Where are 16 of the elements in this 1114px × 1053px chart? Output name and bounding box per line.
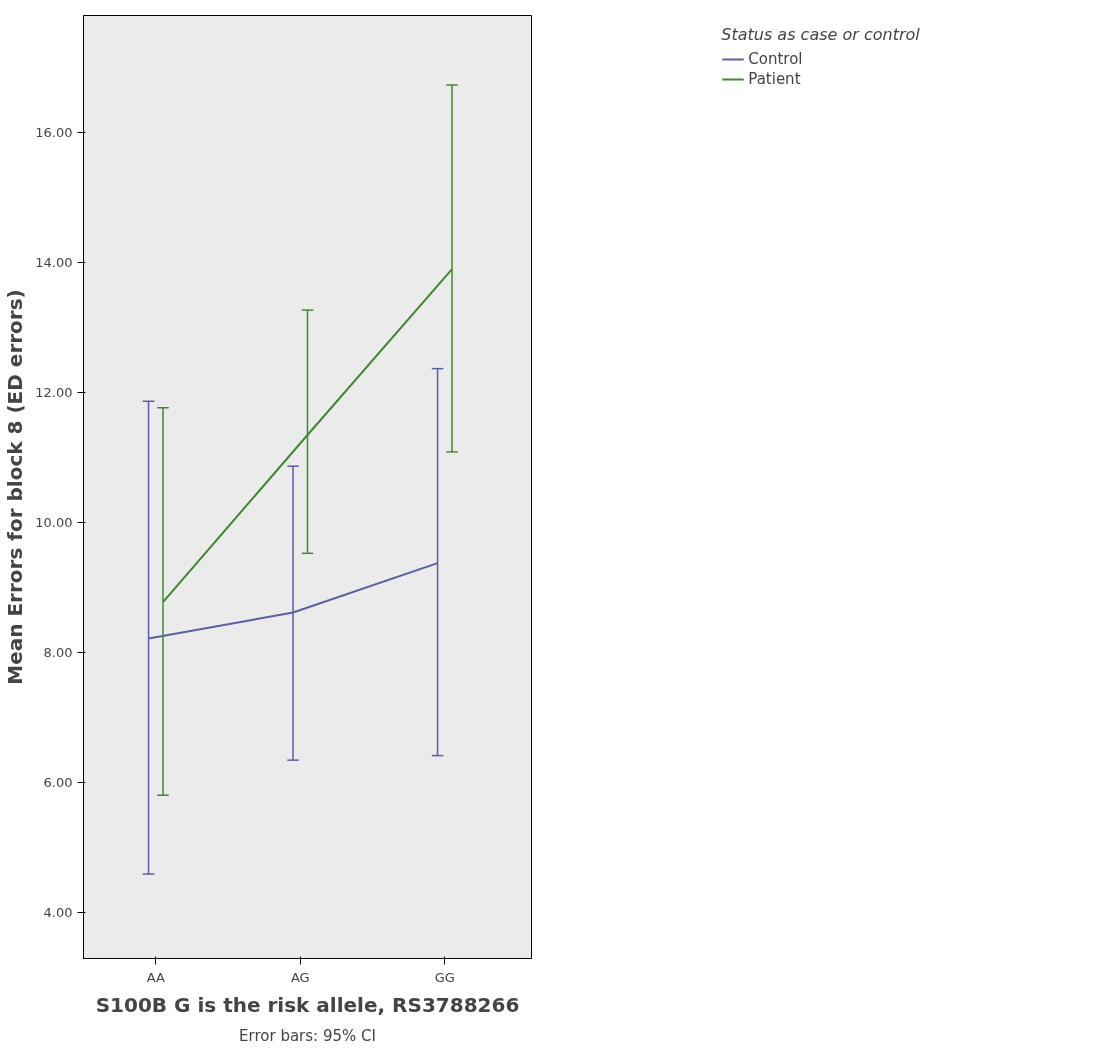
x-axis-title: S100B G is the risk allele, RS3788266 — [95, 992, 520, 1017]
legend-label: Control — [748, 50, 803, 68]
y-tick-label: 14.00 — [35, 255, 73, 271]
legend-title: Status as case or control — [721, 25, 920, 44]
x-tick-label: AA — [146, 969, 165, 985]
x-tick-label: AG — [290, 969, 310, 985]
x-tick-label: GG — [434, 969, 455, 985]
y-tick-label: 12.00 — [35, 385, 73, 401]
y-tick-label: 6.00 — [43, 775, 73, 791]
y-tick-label: 10.00 — [35, 515, 73, 531]
text: Error bars: 95% CI — [239, 1026, 376, 1045]
y-tick-label: 8.00 — [43, 645, 73, 661]
legend-label: Patient — [748, 70, 801, 88]
y-axis-title: Mean Errors for block 8 (ED errors) — [3, 289, 28, 685]
y-tick-label: 4.00 — [43, 905, 73, 921]
y-tick-label: 16.00 — [35, 125, 73, 141]
